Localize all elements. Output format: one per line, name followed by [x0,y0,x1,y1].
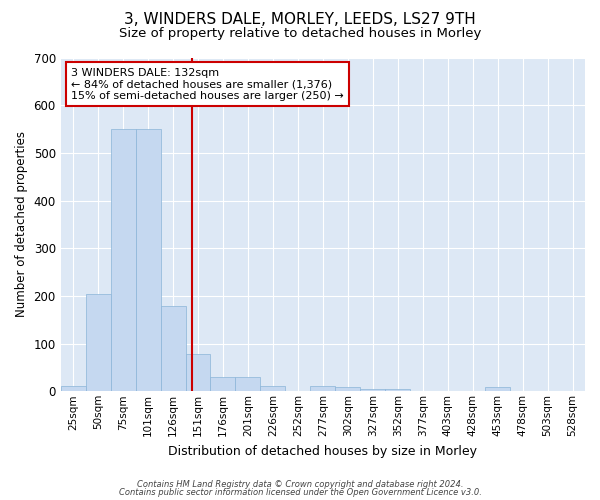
Text: 3, WINDERS DALE, MORLEY, LEEDS, LS27 9TH: 3, WINDERS DALE, MORLEY, LEEDS, LS27 9TH [124,12,476,28]
Text: Contains HM Land Registry data © Crown copyright and database right 2024.: Contains HM Land Registry data © Crown c… [137,480,463,489]
Bar [360,389,385,392]
Bar [136,129,161,392]
X-axis label: Distribution of detached houses by size in Morley: Distribution of detached houses by size … [169,444,478,458]
Bar [61,386,86,392]
Text: Size of property relative to detached houses in Morley: Size of property relative to detached ho… [119,28,481,40]
Bar [161,306,185,392]
Bar [485,388,510,392]
Text: 3 WINDERS DALE: 132sqm
← 84% of detached houses are smaller (1,376)
15% of semi-: 3 WINDERS DALE: 132sqm ← 84% of detached… [71,68,344,100]
Bar [260,386,286,392]
Bar [235,377,260,392]
Bar [335,388,360,392]
Bar [185,354,211,392]
Text: Contains public sector information licensed under the Open Government Licence v3: Contains public sector information licen… [119,488,481,497]
Bar [310,386,335,392]
Bar [385,389,410,392]
Bar [86,294,110,392]
Bar [110,129,136,392]
Bar [211,377,235,392]
Y-axis label: Number of detached properties: Number of detached properties [15,132,28,318]
